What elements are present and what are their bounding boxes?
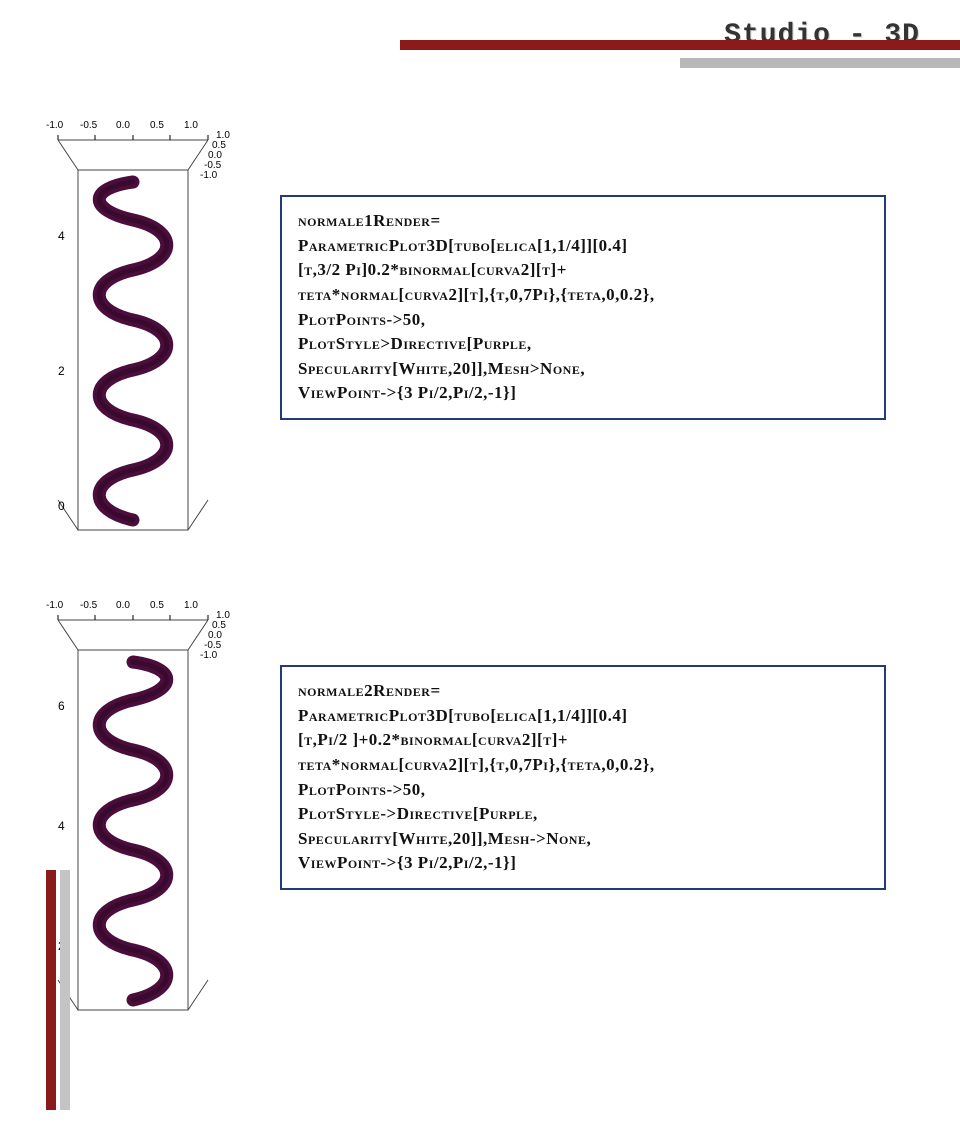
plot2-xtick: 0.0	[116, 600, 130, 611]
code-line: PlotPoints->50,	[298, 778, 868, 803]
plot1-ztick: 4	[58, 229, 65, 243]
plot1-ztick: 2	[58, 364, 65, 378]
code-line: [t,Pi/2 ]+0.2*binormal[curva2][t]+	[298, 728, 868, 753]
plot2-ytick: -1.0	[200, 650, 218, 661]
plot2-xtick: -0.5	[80, 600, 98, 611]
header-accent-bar	[400, 40, 960, 50]
plot2-xtick: -1.0	[46, 600, 64, 611]
code-line: ViewPoint->{3 Pi/2,Pi/2,-1}]	[298, 381, 868, 406]
code-line: PlotPoints->50,	[298, 308, 868, 333]
plot2-xtick: 0.5	[150, 600, 164, 611]
code-line: ParametricPlot3D[tubo[elica[1,1/4]][0.4]	[298, 704, 868, 729]
plot1-xtick: -0.5	[80, 120, 98, 131]
code-line: Specularity[White,20]],Mesh>None,	[298, 357, 868, 382]
plot1-svg: -1.0 -0.5 0.0 0.5 1.0 1.0 0.5 0.0 -0.5 -…	[38, 110, 248, 550]
code-line: normale1Render=	[298, 209, 868, 234]
plot1-xtick: 0.0	[116, 120, 130, 131]
plot2-ztick: 4	[58, 819, 65, 833]
header-secondary-bar	[680, 58, 960, 68]
plot1-xtick: 0.5	[150, 120, 164, 131]
code-line: ParametricPlot3D[tubo[elica[1,1/4]][0.4]	[298, 234, 868, 259]
plot2-ztick: 6	[58, 699, 65, 713]
code-line: teta*normal[curva2][t],{t,0,7Pi},{teta,0…	[298, 753, 868, 778]
code-line: [t,3/2 Pi]0.2*binormal[curva2][t]+	[298, 258, 868, 283]
side-accent-stripes	[46, 870, 70, 1110]
code-line: normale2Render=	[298, 679, 868, 704]
code-line: ViewPoint->{3 Pi/2,Pi/2,-1}]	[298, 851, 868, 876]
code-line: teta*normal[curva2][t],{t,0,7Pi},{teta,0…	[298, 283, 868, 308]
code-line: Specularity[White,20]],Mesh->None,	[298, 827, 868, 852]
code-box-normale2: normale2Render= ParametricPlot3D[tubo[el…	[280, 665, 886, 890]
plot1-ztick: 0	[58, 499, 65, 513]
code-box-normale1: normale1Render= ParametricPlot3D[tubo[el…	[280, 195, 886, 420]
plot2-xtick: 1.0	[184, 600, 198, 611]
plot1-xtick: -1.0	[46, 120, 64, 131]
code-line: PlotStyle>Directive[Purple,	[298, 332, 868, 357]
code-line: PlotStyle->Directive[Purple,	[298, 802, 868, 827]
plot1-helix	[99, 182, 167, 520]
plot1-ytick: -1.0	[200, 170, 218, 181]
side-stripe-gray	[60, 870, 70, 1110]
plot-normale1: -1.0 -0.5 0.0 0.5 1.0 1.0 0.5 0.0 -0.5 -…	[38, 110, 248, 550]
plot1-xtick: 1.0	[184, 120, 198, 131]
side-stripe-red	[46, 870, 56, 1110]
plot2-helix	[99, 662, 167, 1000]
